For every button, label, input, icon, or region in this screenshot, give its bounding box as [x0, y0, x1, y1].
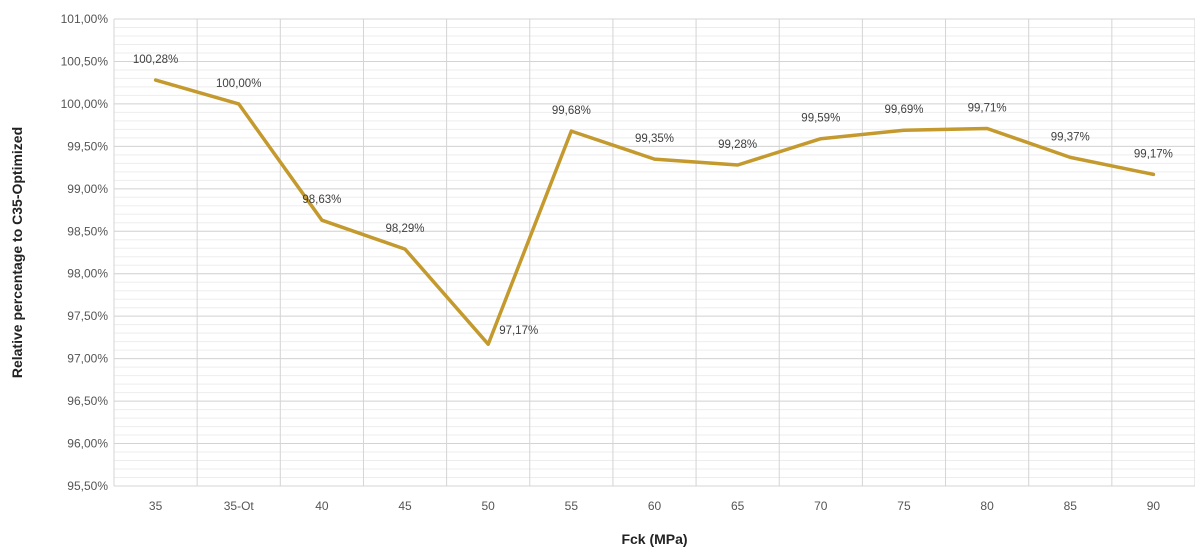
data-label: 99,35%: [635, 133, 674, 145]
data-label: 99,69%: [884, 104, 923, 116]
data-label: 97,17%: [499, 325, 538, 337]
data-label: 99,37%: [1051, 131, 1090, 143]
minor-gridlines: [114, 18, 1195, 487]
data-point: [403, 247, 407, 251]
x-tick-label: 35: [149, 499, 163, 513]
data-point: [819, 137, 823, 141]
series-line: [153, 78, 1156, 346]
data-label: 99,17%: [1134, 148, 1173, 160]
data-label: 99,59%: [801, 113, 840, 125]
y-tick-label: 96,00%: [67, 437, 108, 451]
data-point: [486, 342, 490, 346]
data-label: 100,00%: [216, 78, 261, 90]
x-tick-label: 90: [1147, 499, 1161, 513]
x-tick-label: 65: [731, 499, 745, 513]
y-tick-label: 96,50%: [67, 394, 108, 408]
data-point: [736, 163, 740, 167]
data-point: [1151, 172, 1155, 176]
y-tick-label: 98,50%: [67, 224, 108, 238]
data-label: 98,29%: [386, 223, 425, 235]
data-point: [653, 157, 656, 161]
y-axis-ticks: 95,50% 96,00% 96,50% 97,00% 97,50% 98,00% 98,5…: [61, 12, 109, 493]
data-point: [154, 78, 158, 82]
x-tick-label: 50: [482, 499, 496, 513]
y-tick-label: 97,00%: [67, 352, 108, 366]
x-axis-ticks: 35 35-Ot 40 45 50 55 60 65 70 75 80 85 90: [149, 499, 1161, 513]
data-point: [985, 127, 989, 131]
x-tick-label: 70: [814, 499, 828, 513]
y-tick-label: 100,50%: [61, 54, 109, 68]
data-point: [1068, 155, 1072, 159]
x-tick-label: 40: [315, 499, 329, 513]
data-point: [237, 102, 241, 106]
data-labels: 100,28% 100,00% 98,63% 98,29% 97,17% 99,68% 99…: [133, 54, 1173, 337]
y-tick-label: 99,00%: [67, 182, 108, 196]
x-tick-label: 55: [565, 499, 579, 513]
x-tick-label: 35-Ot: [224, 499, 255, 513]
data-point: [569, 129, 573, 133]
x-tick-label: 85: [1064, 499, 1078, 513]
data-point: [902, 128, 906, 132]
data-label: 100,28%: [133, 54, 178, 66]
y-tick-label: 97,50%: [67, 309, 108, 323]
x-tick-label: 80: [980, 499, 994, 513]
major-gridlines: [113, 18, 1195, 487]
y-tick-label: 100,00%: [61, 97, 109, 111]
x-tick-label: 45: [398, 499, 412, 513]
y-tick-label: 98,00%: [67, 267, 108, 281]
y-tick-label: 101,00%: [61, 12, 109, 26]
y-axis-title: Relative percentage to C35-Optimized: [9, 127, 25, 378]
y-tick-label: 99,50%: [67, 139, 108, 153]
data-point: [320, 218, 324, 222]
data-label: 98,63%: [302, 194, 341, 206]
y-tick-label: 95,50%: [67, 479, 108, 493]
data-label: 99,68%: [552, 105, 591, 117]
x-tick-label: 75: [897, 499, 911, 513]
x-tick-label: 60: [648, 499, 662, 513]
series-group: [153, 78, 1156, 346]
data-label: 99,28%: [718, 139, 757, 151]
data-label: 99,71%: [968, 103, 1007, 115]
x-axis-title: Fck (MPa): [621, 531, 687, 547]
